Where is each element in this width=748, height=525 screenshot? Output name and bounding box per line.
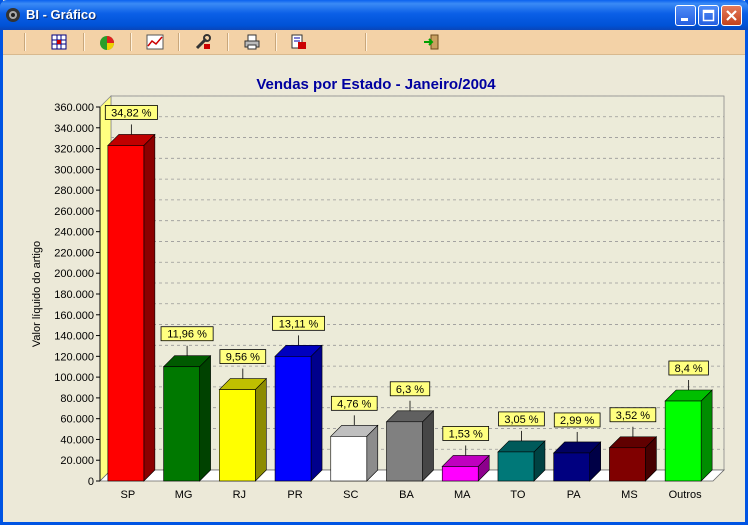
minimize-button[interactable]: [675, 5, 696, 26]
bar: [330, 436, 368, 482]
toolbar-separator: [178, 33, 180, 51]
y-axis-label: Valor líquido do artigo: [31, 241, 43, 347]
data-label-box: [160, 326, 214, 342]
toolbar-separator: [365, 33, 367, 51]
toolbar-separator: [275, 33, 277, 51]
y-tick-label: 100.000: [54, 372, 94, 384]
data-label: 2,99 %: [560, 415, 594, 427]
y-tick-label: 300.000: [54, 164, 94, 176]
minimize-icon: [681, 18, 688, 21]
bar: [107, 145, 145, 482]
bar-side: [199, 354, 211, 482]
app-icon: [6, 8, 20, 22]
y-tick-label: 280.000: [54, 185, 94, 197]
line-chart-icon[interactable]: [146, 33, 164, 51]
x-tick-label: PR: [287, 489, 302, 501]
close-button[interactable]: [721, 5, 742, 26]
bar: [219, 389, 256, 482]
x-tick-label: MS: [621, 489, 638, 501]
data-label: 34,82 %: [111, 107, 152, 119]
data-label: 4,76 %: [337, 398, 371, 410]
y-tick-label: 260.000: [54, 206, 94, 218]
bar: [386, 421, 423, 482]
data-label-box: [668, 360, 709, 376]
bar: [163, 366, 200, 482]
x-tick-label: SC: [343, 489, 358, 501]
data-label: 3,52 %: [616, 410, 650, 422]
x-tick-label: TO: [510, 489, 526, 501]
y-tick-label: 140.000: [54, 331, 94, 343]
y-tick-label: 240.000: [54, 227, 94, 239]
y-tick-label: 0: [88, 476, 94, 488]
bar: [497, 451, 535, 482]
toolbar-separator: [130, 33, 132, 51]
y-tick-label: 60.000: [60, 414, 94, 426]
bar-side: [700, 389, 713, 482]
y-tick-label: 80.000: [60, 393, 94, 405]
bar-side: [143, 133, 156, 482]
bar: [553, 452, 590, 482]
toolbar-separator: [24, 33, 26, 51]
toolbar-separator: [227, 33, 229, 51]
data-label-box: [609, 407, 657, 423]
maximize-button[interactable]: [698, 5, 719, 26]
close-icon: [726, 10, 737, 21]
y-tick-label: 120.000: [54, 351, 94, 363]
data-label-box: [389, 381, 431, 397]
data-label: 9,56 %: [226, 352, 260, 364]
x-tick-label: MG: [175, 489, 193, 501]
x-tick-label: PA: [567, 489, 582, 501]
y-tick-label: 220.000: [54, 247, 94, 259]
data-label: 11,96 %: [167, 329, 207, 341]
data-label: 6,3 %: [396, 384, 424, 396]
grid-icon[interactable]: [50, 33, 68, 51]
data-label-box: [104, 105, 158, 120]
bar-chart: Vendas por Estado - Janeiro/2004 Valor l…: [31, 76, 725, 501]
x-tick-label: BA: [399, 489, 414, 501]
pie-chart-icon[interactable]: [98, 33, 116, 51]
y-tick-label: 320.000: [54, 144, 94, 156]
printer-icon[interactable]: [243, 33, 261, 51]
data-label: 8,4 %: [675, 363, 703, 375]
y-tick-label: 160.000: [54, 310, 94, 322]
x-tick-label: Outros: [669, 489, 703, 501]
y-tick-label: 20.000: [60, 455, 94, 467]
y-tick-label: 360.000: [54, 102, 94, 114]
window-title: BI - Gráfico: [26, 7, 97, 22]
exit-icon[interactable]: [422, 33, 440, 51]
bar: [664, 400, 702, 482]
export-icon[interactable]: [290, 33, 308, 51]
bar: [441, 466, 479, 482]
y-tick-label: 340.000: [54, 123, 94, 135]
data-label: 13,11 %: [279, 318, 319, 330]
data-label-box: [553, 412, 601, 428]
x-tick-label: SP: [121, 489, 136, 501]
chart-title: Vendas por Estado - Janeiro/2004: [256, 76, 496, 93]
title-bar[interactable]: BI - Gráfico: [0, 0, 748, 30]
data-label: 1,53 %: [449, 428, 483, 440]
bar: [609, 447, 646, 482]
bar: [274, 356, 312, 482]
plot-area: 0 20.000 40.000 60.000 80.000 100.000 120.000 1…: [54, 95, 725, 501]
data-label: 3,05 %: [504, 414, 538, 426]
bar-side: [310, 344, 323, 482]
x-tick-label: RJ: [233, 489, 246, 501]
y-tick-label: 180.000: [54, 289, 94, 301]
toolbar: [3, 30, 745, 55]
bar-side: [255, 377, 267, 482]
data-label-box: [219, 349, 267, 364]
y-tick-label: 200.000: [54, 268, 94, 280]
y-tick-label: 40.000: [60, 434, 94, 446]
data-label-box: [330, 395, 378, 411]
x-tick-label: MA: [454, 489, 471, 501]
bar-side: [422, 410, 434, 482]
data-label-box: [498, 411, 545, 427]
maximize-icon: [702, 9, 715, 22]
data-label-box: [442, 426, 490, 441]
toolbar-separator: [83, 33, 85, 51]
data-label-box: [272, 315, 325, 331]
tools-icon[interactable]: [194, 33, 212, 51]
